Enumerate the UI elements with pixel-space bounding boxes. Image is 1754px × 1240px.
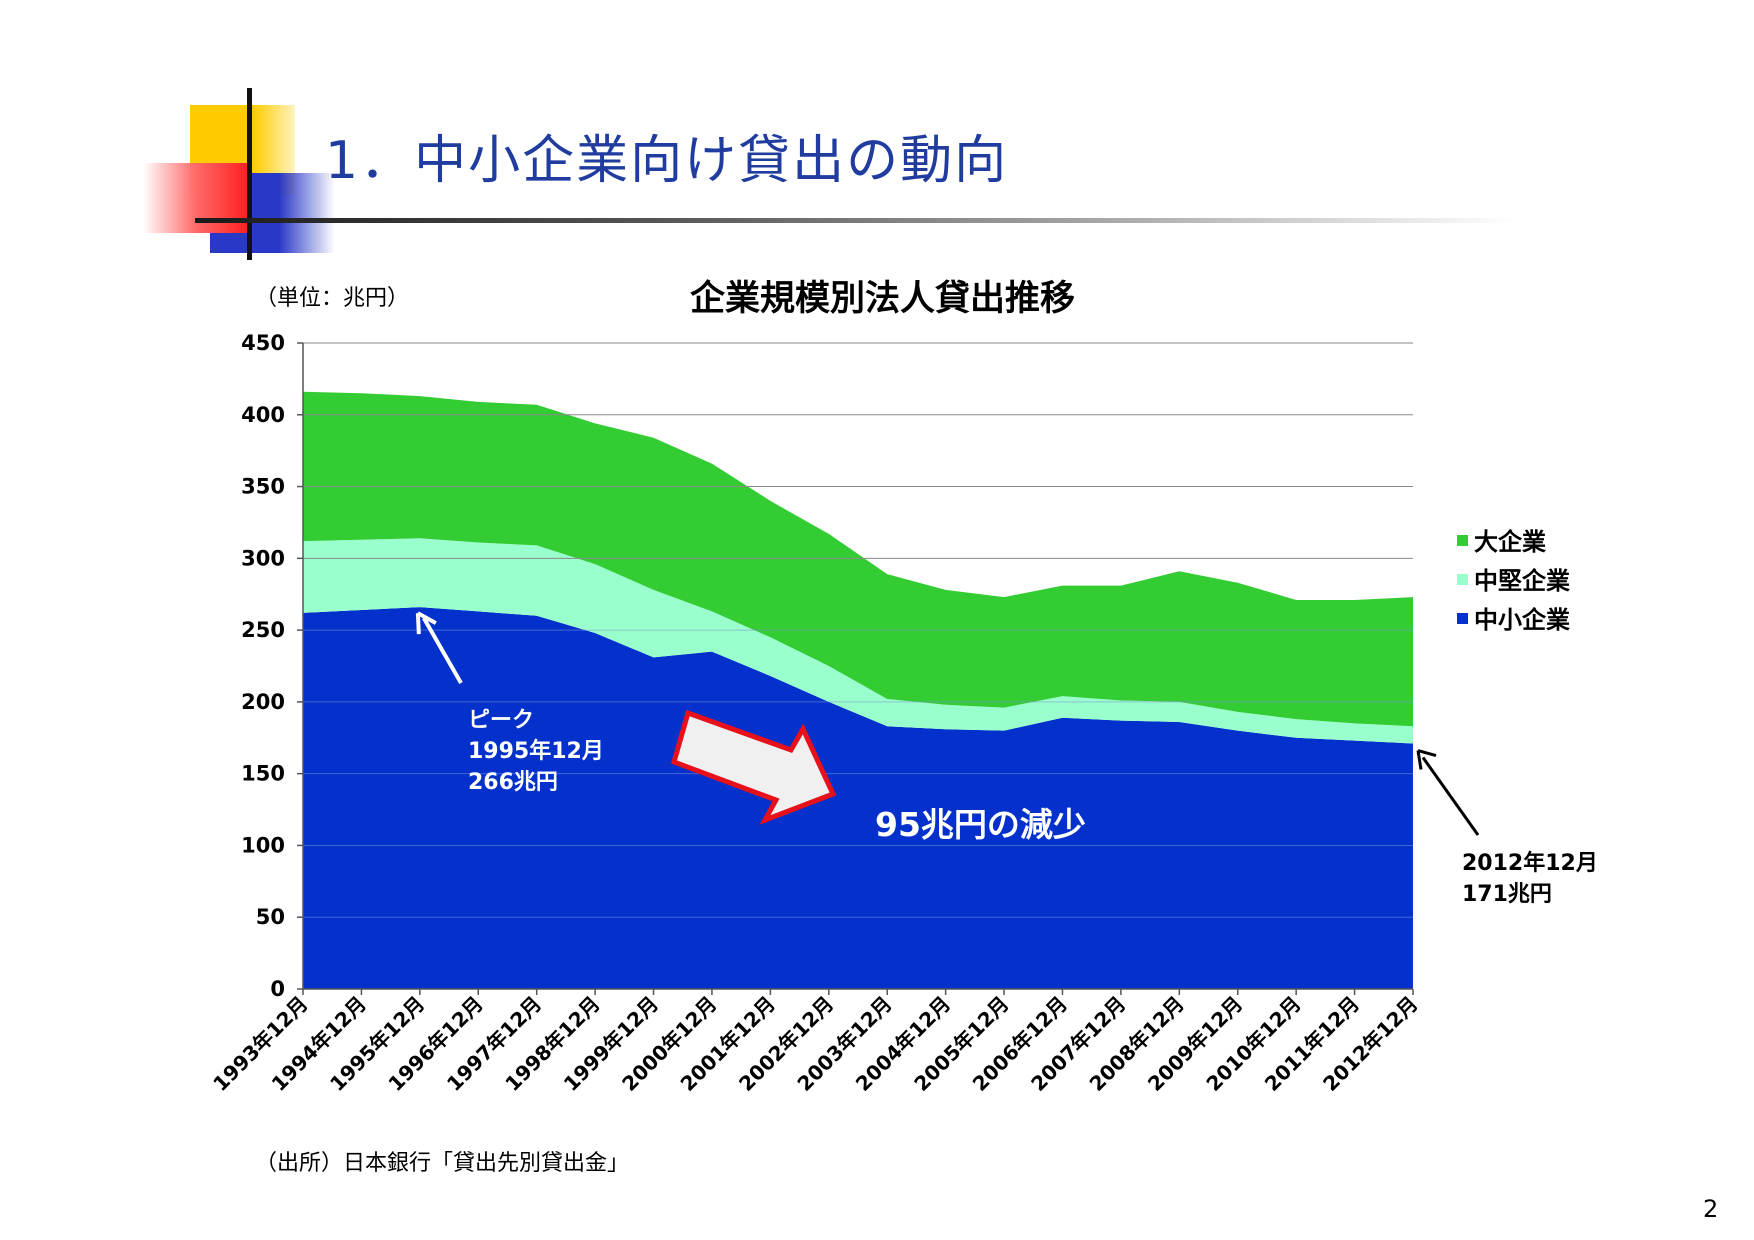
area-series-0 <box>303 607 1413 989</box>
page-number: 2 <box>1703 1195 1719 1223</box>
decrease-arrow <box>670 709 837 825</box>
x-axis-tick-labels: 1993年12月1994年12月1995年12月1996年12月1997年12月… <box>208 992 1422 1096</box>
legend-swatch-large <box>1457 534 1468 546</box>
chart-title: 企業規模別法人貸出推移 <box>690 279 1076 319</box>
legend-swatch-sme <box>1457 612 1468 624</box>
legend-item-sme: 中小企業 <box>1457 600 1570 635</box>
chart-annotation-shapes <box>415 611 1480 836</box>
source-note: （出所）日本銀行「貸出先別貸出金」 <box>255 1151 630 1176</box>
latest-arrow-head <box>1416 749 1437 770</box>
y-tick-label: 400 <box>241 403 285 427</box>
y-tick-label: 350 <box>241 475 285 499</box>
y-tick-label: 0 <box>270 977 285 1001</box>
legend-label-large: 大企業 <box>1474 528 1546 556</box>
peak-annotation-line: 1995年12月 <box>468 739 604 764</box>
peak-annotation-line: ピーク <box>468 708 535 733</box>
unit-label: （単位：兆円） <box>255 286 410 311</box>
latest-arrow-shaft <box>1421 756 1480 836</box>
legend-item-large: 大企業 <box>1457 522 1546 557</box>
peak-annotation: ピーク 1995年12月 266兆円 <box>468 705 604 798</box>
legend-swatch-midsize <box>1457 573 1468 585</box>
legend-item-midsize: 中堅企業 <box>1457 561 1570 596</box>
y-tick-label: 150 <box>241 762 285 786</box>
y-axis-tick-labels: 0 50 100 150 200 250 300 350 400 450 <box>241 331 285 1001</box>
latest-annotation: 2012年12月 171兆円 <box>1462 848 1598 910</box>
chart-gridlines <box>303 342 1413 918</box>
latest-annotation-line: 171兆円 <box>1462 882 1552 907</box>
legend-label-sme: 中小企業 <box>1474 606 1570 634</box>
latest-annotation-line: 2012年12月 <box>1462 851 1598 876</box>
y-tick-label: 250 <box>241 618 285 642</box>
area-series-2 <box>303 391 1413 727</box>
chart-areas <box>303 391 1413 989</box>
y-tick-label: 300 <box>241 546 285 570</box>
area-series-1 <box>303 538 1413 744</box>
y-tick-label: 200 <box>241 690 285 714</box>
y-tick-label: 100 <box>241 833 285 857</box>
title-underline <box>195 218 1515 223</box>
decrease-annotation: 95兆円の減少 <box>875 805 1086 844</box>
peak-arrow-shaft <box>422 617 463 684</box>
slide-title: 1．中小企業向け貸出の動向 <box>325 131 1009 191</box>
logo-vertical-bar <box>247 88 252 260</box>
legend-label-midsize: 中堅企業 <box>1474 567 1570 595</box>
y-tick-label: 450 <box>241 331 285 355</box>
peak-arrow-head <box>415 611 437 635</box>
peak-annotation-line: 266兆円 <box>468 770 558 795</box>
chart-axes <box>297 342 1414 995</box>
y-tick-label: 50 <box>256 905 285 929</box>
